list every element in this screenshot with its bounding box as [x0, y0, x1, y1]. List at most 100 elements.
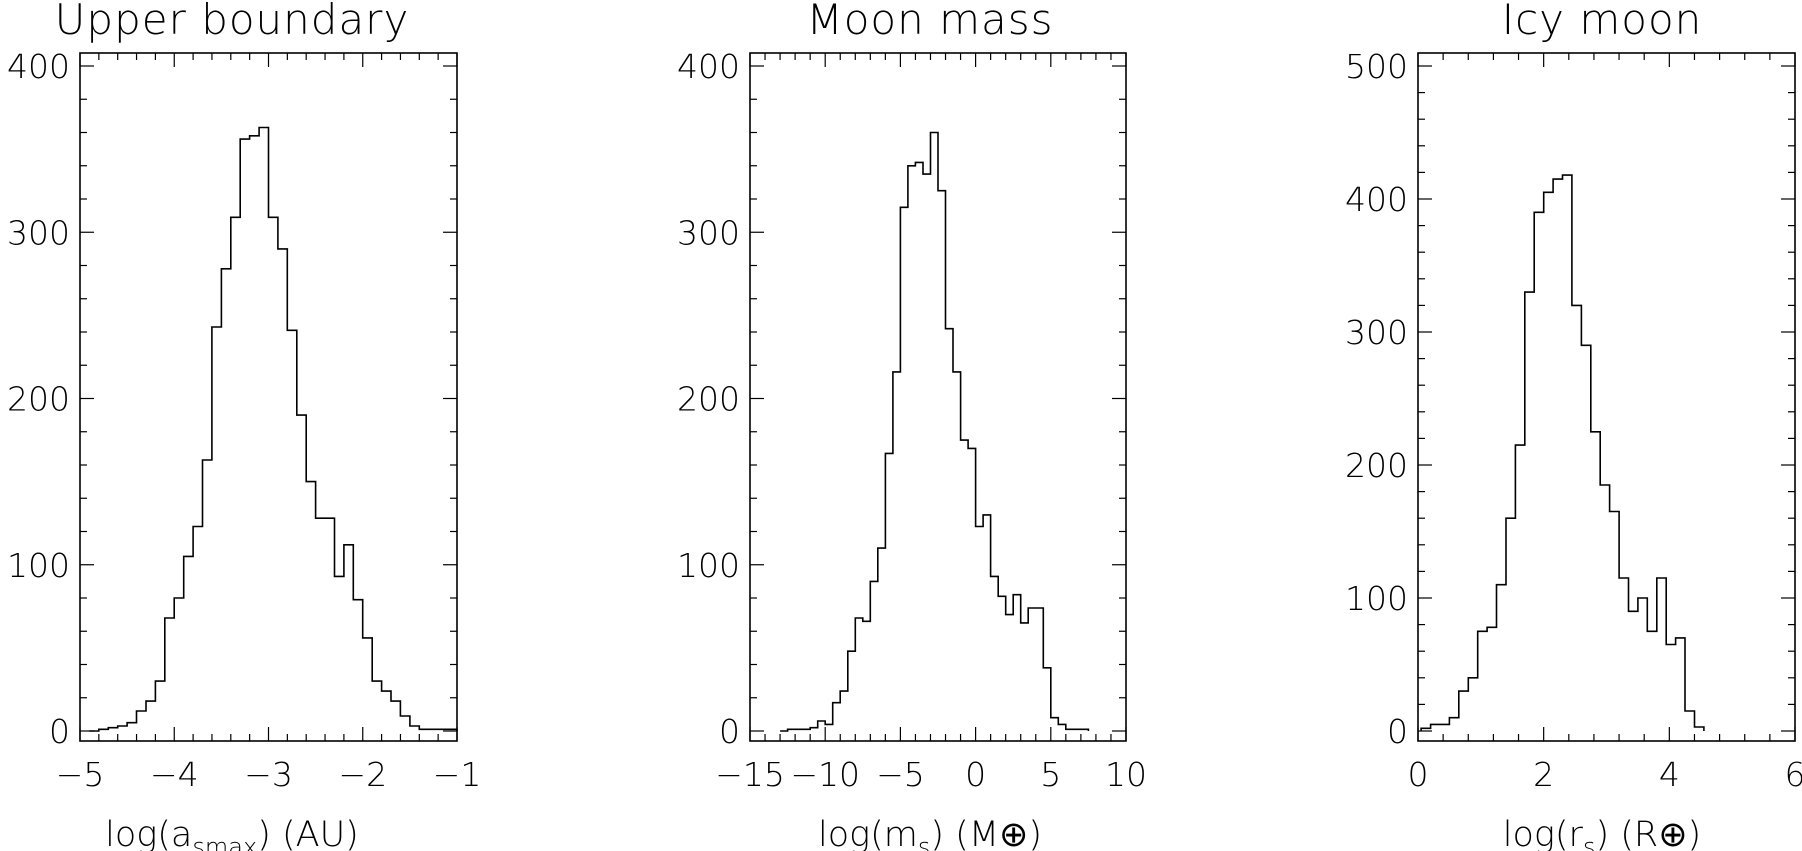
histogram-outline: [89, 126, 458, 732]
y-tick-label: 200: [7, 380, 70, 419]
x-tick-label: −1: [433, 755, 482, 794]
y-tick-label: 0: [49, 712, 70, 751]
histogram-bin: [1431, 724, 1440, 731]
x-axis-label: log(rs) (R⊕): [1503, 815, 1701, 851]
histogram-bin: [930, 133, 938, 732]
histogram-bin: [1497, 585, 1506, 731]
histogram-bin: [1553, 179, 1562, 731]
y-tick-label: 0: [1387, 712, 1408, 751]
histogram-bin: [410, 726, 419, 731]
histogram-bin: [127, 723, 136, 731]
histogram-bin: [221, 269, 230, 731]
histogram-bin: [344, 545, 353, 731]
x-tick-label: −4: [150, 755, 199, 794]
histogram-bin: [118, 726, 127, 731]
histogram-bin: [1506, 518, 1515, 731]
y-tick-label: 200: [677, 380, 740, 419]
panel-moon-mass: Moon mass log(ms) (M⊕) 0100200300400−15−…: [677, 0, 1147, 851]
y-tick-label: 500: [1345, 47, 1408, 86]
histogram-bin: [803, 729, 811, 731]
histogram-bin: [938, 191, 946, 731]
y-tick-label: 300: [7, 213, 70, 252]
histogram-bin: [278, 249, 287, 731]
histogram-bin: [788, 729, 796, 731]
histogram-bin: [193, 527, 202, 731]
histogram-bin: [1534, 212, 1543, 731]
histogram-bin: [1685, 711, 1694, 731]
histogram-bin: [108, 728, 117, 731]
y-tick-label: 100: [1345, 579, 1408, 618]
y-tick-label: 100: [7, 546, 70, 585]
histogram-bin: [991, 576, 999, 731]
histogram-bin: [1657, 578, 1666, 731]
histogram-bin: [810, 728, 818, 731]
histogram-bin: [1081, 729, 1089, 731]
histogram-bin: [419, 729, 428, 731]
histogram-bin: [1487, 627, 1496, 731]
histogram-bin: [1628, 611, 1637, 731]
y-tick-label: 400: [1345, 180, 1408, 219]
x-axis-label: log(ms) (M⊕): [818, 815, 1042, 851]
histogram-bin: [184, 556, 193, 731]
histogram-bin: [968, 448, 976, 731]
histogram-bin: [1647, 631, 1656, 731]
histogram-bin: [240, 139, 249, 731]
panel-upper-boundary: Upper boundary log(asmax) (AU) 0 100 200 30…: [7, 0, 481, 851]
histogram-bin: [99, 729, 108, 731]
x-tick-label: 10: [1105, 755, 1147, 794]
x-axis-label: log(asmax) (AU): [105, 815, 359, 851]
x-tick-label: 2: [1533, 755, 1554, 794]
histogram-bin: [353, 600, 362, 731]
histogram-bin: [325, 518, 334, 731]
histogram-bin: [825, 724, 833, 731]
histogram-bin: [1036, 608, 1044, 731]
histogram-bin: [908, 166, 916, 731]
histogram-bin: [1515, 445, 1524, 731]
histogram-bin: [1028, 608, 1036, 731]
histogram-bin: [1525, 292, 1534, 731]
plot-frame: [749, 52, 1127, 742]
histogram-bin: [795, 729, 803, 731]
histogram-bin: [306, 482, 315, 731]
y-tick-label: 400: [677, 47, 740, 86]
histogram-bin: [1021, 623, 1029, 731]
histogram-bin: [1666, 645, 1675, 731]
x-tick-label: −5: [56, 755, 105, 794]
histogram-bin: [146, 701, 155, 731]
histogram-bin: [448, 729, 457, 731]
histogram-bin: [953, 372, 961, 731]
histogram-bin: [946, 329, 954, 731]
histogram-bin: [391, 701, 400, 731]
x-tick-label: −15: [715, 755, 785, 794]
histogram-outline: [1420, 174, 1705, 731]
plot-frame: [1417, 52, 1796, 742]
x-tick-label: 0: [1408, 755, 1429, 794]
histogram-bin: [269, 217, 278, 731]
histogram-bin: [885, 453, 893, 731]
histogram-bin: [400, 716, 409, 731]
histogram-bin: [1591, 432, 1600, 731]
histogram-bin: [870, 581, 878, 731]
histogram-bin: [1043, 668, 1051, 731]
histogram-bin: [334, 576, 343, 731]
x-tick-label: 5: [1040, 755, 1061, 794]
histogram-bin: [1610, 512, 1619, 731]
histogram-bin: [1676, 638, 1685, 731]
histogram-bin: [316, 518, 325, 731]
histogram-bin: [1013, 595, 1021, 731]
histogram-bin: [287, 330, 296, 731]
y-tick-label: 300: [677, 213, 740, 252]
histogram-bin: [863, 621, 871, 731]
histogram-bin: [840, 691, 848, 731]
histogram-bin: [1581, 345, 1590, 731]
y-tick-label: 100: [677, 546, 740, 585]
histogram-bin: [297, 415, 306, 731]
histogram-bin: [900, 207, 908, 731]
y-tick-label: 0: [719, 712, 740, 751]
histogram-bin: [998, 596, 1006, 731]
histogram-bin: [923, 174, 931, 731]
histogram-bin: [1544, 192, 1553, 731]
histogram-bin: [1694, 727, 1703, 731]
histogram-outline: [780, 131, 1090, 732]
